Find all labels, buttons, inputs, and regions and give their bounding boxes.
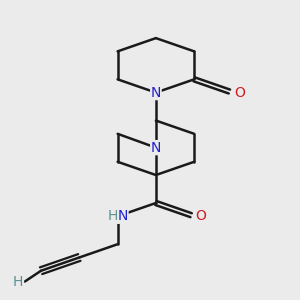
Text: O: O xyxy=(234,85,245,100)
Text: N: N xyxy=(118,209,128,223)
Text: N: N xyxy=(151,141,161,154)
Text: O: O xyxy=(196,209,206,223)
Text: H: H xyxy=(107,209,118,223)
Text: H: H xyxy=(13,275,23,290)
Text: N: N xyxy=(151,85,161,100)
